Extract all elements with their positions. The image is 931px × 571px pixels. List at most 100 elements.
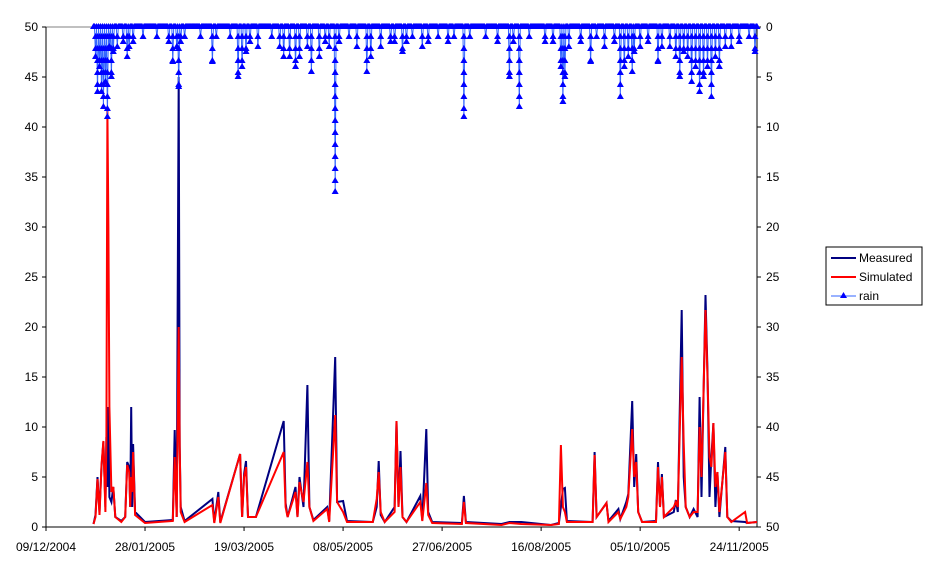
rain-marker	[280, 53, 288, 59]
rain-marker	[398, 45, 406, 51]
rain-marker	[296, 33, 304, 39]
simulated-series-line	[92, 109, 758, 527]
rain-marker	[139, 33, 147, 39]
y2-tick-label: 15	[766, 170, 780, 184]
rain-marker	[377, 33, 385, 39]
rain-marker	[238, 63, 246, 69]
rain-marker	[515, 45, 523, 51]
rain-marker	[276, 43, 284, 49]
rain-marker	[620, 57, 628, 63]
rain-marker	[721, 43, 729, 49]
rain-marker	[325, 43, 333, 49]
y-tick-label: 50	[25, 20, 39, 34]
rain-marker	[515, 69, 523, 75]
rain-marker	[676, 69, 684, 75]
y-tick-label: 0	[31, 520, 38, 534]
y2-tick-label: 0	[766, 20, 773, 34]
x-tick-label: 28/01/2005	[115, 540, 175, 554]
y2-tick-label: 35	[766, 370, 780, 384]
rain-marker	[684, 53, 692, 59]
rain-marker	[460, 45, 468, 51]
rain-marker	[113, 33, 121, 39]
rain-marker	[644, 33, 652, 39]
rain-marker	[559, 93, 567, 99]
rain-marker	[593, 33, 601, 39]
y2-tick-label: 20	[766, 220, 780, 234]
rain-marker	[700, 69, 708, 75]
rain-marker	[549, 33, 557, 39]
rain-marker	[107, 69, 115, 75]
rain-marker	[644, 38, 652, 44]
rain-marker	[460, 33, 468, 39]
rain-marker	[331, 117, 339, 123]
rain-marker	[745, 33, 753, 39]
rain-marker	[616, 69, 624, 75]
rain-marker	[696, 81, 704, 87]
rain-marker	[460, 113, 468, 119]
rain-marker	[286, 33, 294, 39]
rain-marker	[703, 63, 711, 69]
rain-marker	[557, 63, 565, 69]
measured-series-line	[92, 76, 758, 527]
rain-marker	[587, 57, 595, 63]
rain-marker	[624, 53, 632, 59]
rain-marker	[561, 69, 569, 75]
rain-marker	[482, 33, 490, 39]
y2-tick-label: 10	[766, 120, 780, 134]
rain-marker	[515, 33, 523, 39]
rain-marker	[700, 73, 708, 79]
rain-marker	[331, 69, 339, 75]
rain-marker	[123, 53, 131, 59]
rain-marker	[460, 93, 468, 99]
rain-marker	[208, 45, 216, 51]
legend-rain-triangle-marker	[840, 292, 847, 298]
rain-marker	[424, 38, 432, 44]
x-tick-label: 08/05/2005	[313, 540, 373, 554]
rain-marker	[123, 45, 131, 51]
rain-marker	[715, 33, 723, 39]
rain-marker	[676, 73, 684, 79]
rain-marker	[525, 33, 533, 39]
rain-series-line	[93, 26, 757, 193]
rain-marker	[226, 33, 234, 39]
rain-marker	[561, 57, 569, 63]
rain-marker	[107, 57, 115, 63]
y-tick-label: 30	[25, 220, 39, 234]
rain-marker	[280, 33, 288, 39]
rain-marker	[331, 165, 339, 171]
rain-marker	[234, 73, 242, 79]
rain-marker	[753, 23, 761, 29]
rain-marker	[541, 38, 549, 44]
rain-marker	[658, 43, 666, 49]
rain-marker	[450, 33, 458, 39]
rain-marker	[707, 69, 715, 75]
rain-marker	[242, 45, 250, 51]
legend-rain-label: rain	[859, 289, 879, 303]
rain-marker	[353, 33, 361, 39]
rain-marker	[707, 93, 715, 99]
rain-marker	[494, 33, 502, 39]
rain-marker	[268, 33, 276, 39]
rain-marker	[103, 81, 111, 87]
rain-marker	[335, 33, 343, 39]
rain-marker	[292, 57, 300, 63]
rain-marker	[658, 33, 666, 39]
rain-marker	[715, 63, 723, 69]
y2-tick-label: 30	[766, 320, 780, 334]
rain-marker	[715, 45, 723, 51]
rain-marker	[286, 45, 294, 51]
rain-marker	[587, 33, 595, 39]
rain-marker	[175, 69, 183, 75]
y-tick-label: 35	[25, 170, 39, 184]
legend: Measured Simulated rain	[825, 246, 923, 306]
rain-marker	[676, 57, 684, 63]
rain-marker	[246, 33, 254, 39]
rain-marker	[616, 81, 624, 87]
rain-marker	[587, 45, 595, 51]
rain-marker	[169, 45, 177, 51]
rain-marker	[630, 33, 638, 39]
rain-marker	[280, 45, 288, 51]
rain-marker	[377, 43, 385, 49]
rain-marker	[331, 129, 339, 135]
